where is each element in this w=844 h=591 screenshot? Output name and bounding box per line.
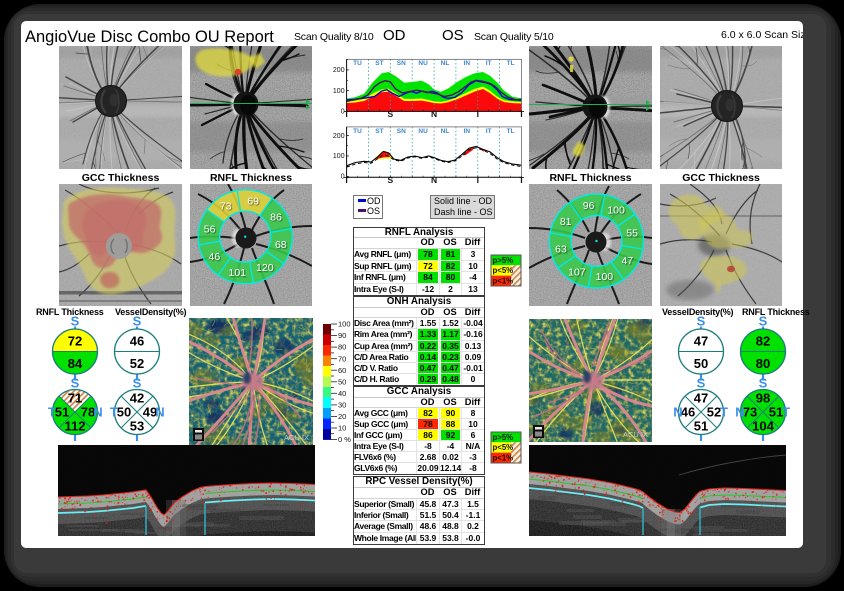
svg-text:120: 120: [256, 262, 274, 274]
svg-text:NL: NL: [441, 60, 450, 67]
svg-text:IT: IT: [486, 128, 492, 135]
svg-text:NL: NL: [441, 128, 450, 135]
svg-text:47: 47: [621, 255, 633, 267]
svg-text:SN: SN: [397, 60, 406, 67]
svg-text:TU: TU: [353, 128, 362, 135]
svg-text:p<5%: p<5%: [493, 266, 514, 275]
svg-text:TL: TL: [507, 128, 515, 135]
svg-text:60: 60: [338, 366, 346, 375]
svg-text:200: 200: [333, 133, 345, 140]
svg-text:TU: TU: [353, 60, 362, 67]
svg-text:107: 107: [568, 266, 586, 278]
svg-text:69: 69: [247, 196, 259, 208]
svg-text:T: T: [344, 109, 350, 119]
svg-text:SN: SN: [397, 128, 406, 135]
svg-text:90: 90: [338, 331, 346, 340]
svg-text:0: 0: [341, 109, 345, 116]
svg-text:96: 96: [583, 200, 595, 212]
svg-text:55: 55: [626, 228, 638, 240]
svg-text:70: 70: [338, 354, 346, 363]
svg-text:200: 200: [333, 67, 345, 74]
svg-text:ACU IX: ACU IX: [284, 433, 309, 442]
svg-text:100: 100: [596, 271, 614, 283]
svg-text:p>5%: p>5%: [493, 256, 514, 265]
svg-text:p<1%: p<1%: [493, 454, 514, 463]
svg-text:100: 100: [333, 88, 345, 95]
svg-text:IN: IN: [464, 128, 471, 135]
svg-text:N: N: [431, 175, 437, 185]
svg-text:T: T: [519, 175, 525, 185]
svg-text:50: 50: [338, 377, 346, 386]
svg-text:80: 80: [338, 343, 346, 352]
svg-text:10: 10: [338, 424, 346, 433]
svg-text:NU: NU: [418, 128, 428, 135]
svg-text:T: T: [344, 175, 350, 185]
svg-text:100: 100: [607, 205, 625, 217]
svg-text:T: T: [519, 109, 525, 119]
svg-text:40: 40: [338, 389, 346, 398]
svg-text:73: 73: [220, 200, 232, 212]
svg-text:IN: IN: [464, 60, 471, 67]
svg-text:I: I: [477, 109, 479, 119]
svg-text:ACU IX: ACU IX: [623, 430, 648, 439]
svg-text:p<1%: p<1%: [493, 277, 514, 286]
svg-text:63: 63: [555, 243, 567, 255]
svg-text:20: 20: [338, 412, 346, 421]
svg-text:I: I: [477, 175, 479, 185]
svg-text:NU: NU: [418, 60, 428, 67]
svg-text:0 %: 0 %: [338, 435, 351, 444]
svg-text:46: 46: [209, 251, 221, 263]
svg-text:100: 100: [333, 153, 345, 160]
svg-text:100: 100: [338, 320, 351, 329]
svg-text:S: S: [387, 109, 393, 119]
svg-text:p>5%: p>5%: [493, 433, 514, 442]
svg-text:101: 101: [229, 267, 247, 279]
svg-text:TL: TL: [507, 60, 515, 67]
svg-text:ST: ST: [375, 128, 383, 135]
svg-text:56: 56: [204, 223, 216, 235]
svg-text:N: N: [431, 109, 437, 119]
svg-text:p<5%: p<5%: [493, 443, 514, 452]
svg-text:ST: ST: [375, 60, 383, 67]
svg-text:30: 30: [338, 401, 346, 410]
svg-text:S: S: [387, 175, 393, 185]
svg-text:86: 86: [270, 212, 282, 224]
svg-text:81: 81: [560, 216, 572, 228]
svg-text:IT: IT: [486, 60, 492, 67]
svg-text:68: 68: [275, 239, 287, 251]
svg-text:0: 0: [341, 174, 345, 181]
